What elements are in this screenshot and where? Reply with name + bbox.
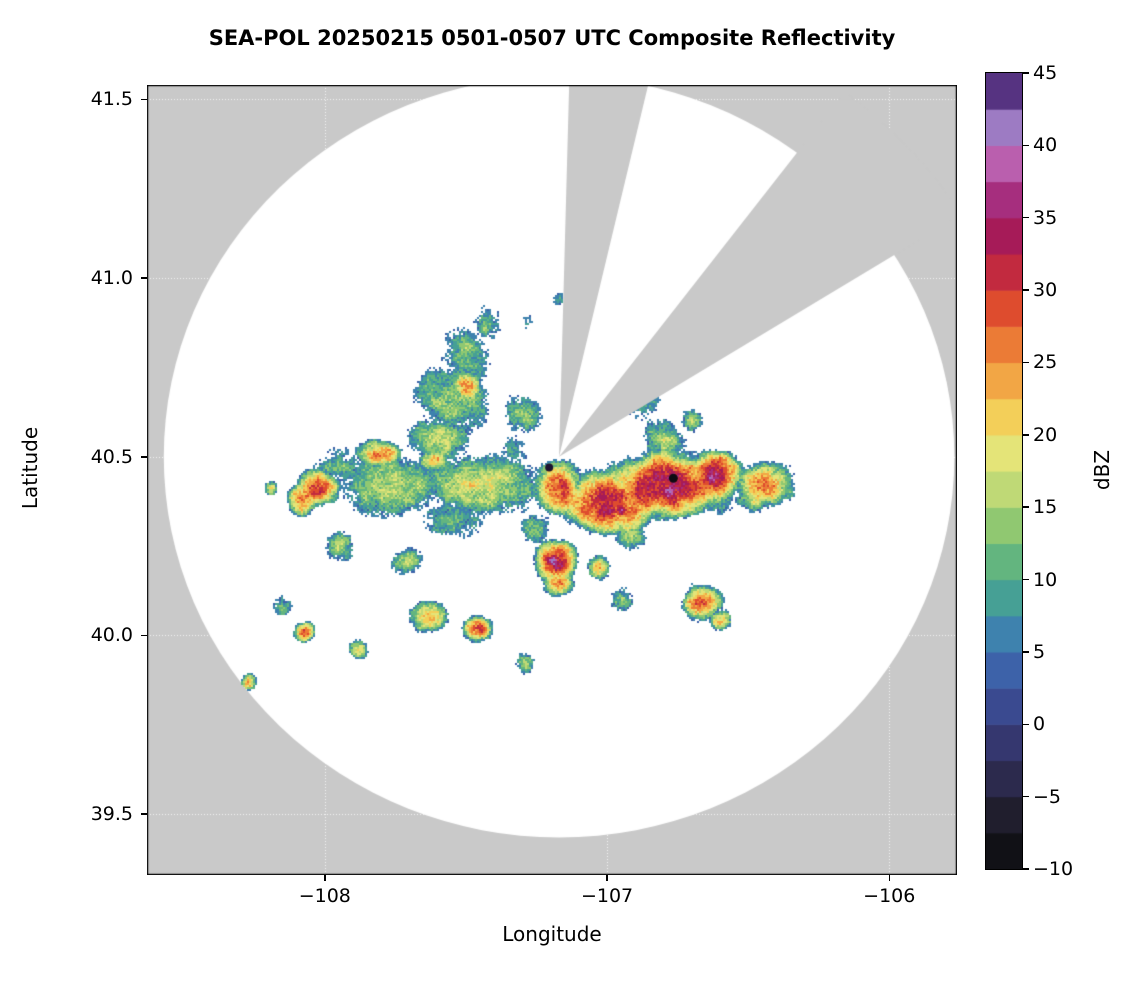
colorbar-tick-label: 30	[1033, 279, 1058, 302]
y-tick-label: 40.5	[90, 445, 133, 468]
colorbar	[985, 72, 1023, 870]
colorbar-tick-label: −10	[1033, 858, 1074, 880]
x-tick-label: −108	[298, 885, 351, 907]
colorbar-tick-mark	[1023, 434, 1029, 436]
colorbar-tick-mark	[1023, 506, 1029, 508]
colorbar-tick-label: 5	[1033, 640, 1046, 663]
y-tick-mark	[141, 277, 147, 279]
colorbar-tick-label: 35	[1033, 206, 1058, 229]
colorbar-tick-label: 0	[1033, 713, 1046, 736]
colorbar-tick-mark	[1023, 578, 1029, 581]
x-tick-mark	[606, 875, 608, 881]
colorbar-tick-mark	[1023, 651, 1029, 653]
y-tick-label: 41.5	[90, 88, 133, 111]
colorbar-tick-mark	[1023, 289, 1029, 291]
colorbar-tick-label: 40	[1033, 134, 1058, 157]
colorbar-tick-label: 20	[1033, 423, 1058, 446]
y-tick-label: 40.0	[90, 624, 133, 647]
x-tick-label: −107	[580, 885, 634, 907]
colorbar-tick-mark	[1023, 216, 1029, 219]
y-tick-mark	[141, 813, 147, 815]
x-axis-label: Longitude	[502, 922, 602, 946]
colorbar-label: dBZ	[1090, 449, 1114, 491]
colorbar-tick-label: 25	[1033, 351, 1058, 374]
y-tick-label: 41.0	[90, 267, 133, 290]
chart-title: SEA-POL 20250215 0501-0507 UTC Composite…	[208, 26, 896, 50]
colorbar-tick-mark	[1023, 361, 1029, 364]
colorbar-tick-mark	[1023, 868, 1029, 870]
colorbar-tick-label: 15	[1033, 496, 1058, 519]
radar-plot-canvas	[147, 85, 957, 875]
x-tick-mark	[324, 875, 326, 881]
y-tick-label: 39.5	[90, 803, 133, 826]
x-tick-mark	[888, 875, 890, 881]
colorbar-tick-mark	[1023, 795, 1029, 798]
colorbar-tick-mark	[1023, 72, 1029, 74]
y-tick-mark	[141, 456, 147, 458]
colorbar-tick-mark	[1023, 723, 1029, 726]
y-tick-mark	[141, 634, 147, 637]
y-axis-label: Latitude	[18, 426, 42, 510]
x-tick-label: −106	[863, 885, 916, 907]
colorbar-tick-label: −5	[1033, 785, 1062, 808]
colorbar-tick-label: 45	[1033, 62, 1058, 84]
colorbar-tick-mark	[1023, 144, 1029, 147]
y-tick-mark	[141, 98, 147, 101]
colorbar-tick-label: 10	[1033, 568, 1058, 591]
